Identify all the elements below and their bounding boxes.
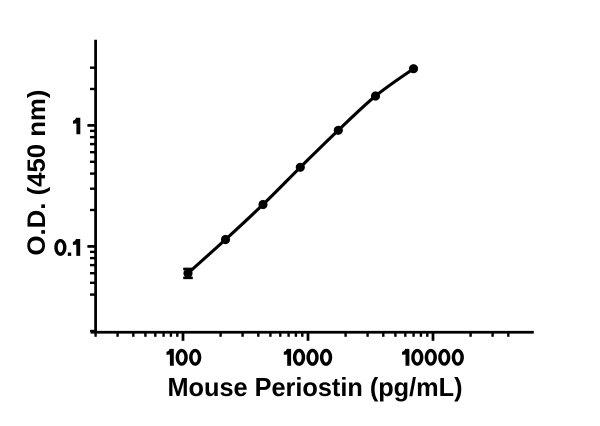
svg-text:Mouse Periostin (pg/mL): Mouse Periostin (pg/mL): [168, 372, 463, 402]
svg-text:O.D. (450 nm): O.D. (450 nm): [23, 90, 51, 256]
